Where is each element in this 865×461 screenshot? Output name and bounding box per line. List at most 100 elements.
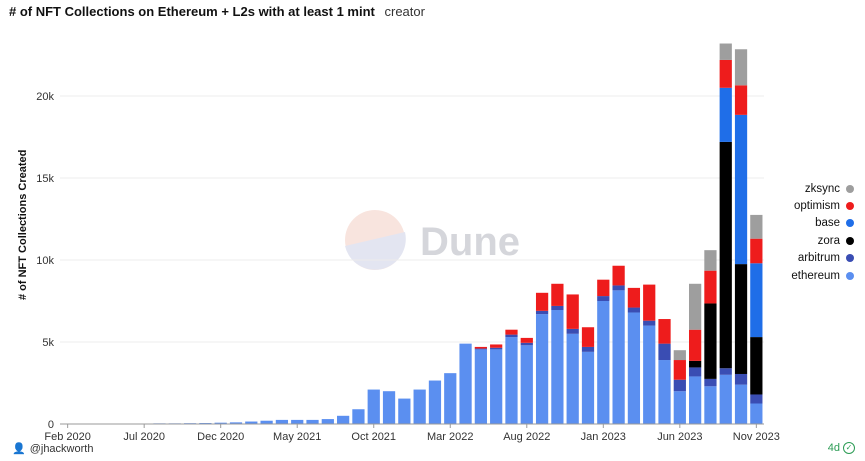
bar-zksync[interactable] [704,250,717,271]
bar-ethereum[interactable] [734,384,748,424]
bar-optimism[interactable] [750,238,763,264]
bar-base[interactable] [719,87,732,142]
bar-optimism[interactable] [535,292,549,311]
bar-optimism[interactable] [505,329,518,335]
bar-ethereum[interactable] [214,422,227,424]
bar-optimism[interactable] [581,327,595,347]
bar-arbitrum[interactable] [474,348,487,350]
bar-zora[interactable] [719,141,732,369]
bar-optimism[interactable] [551,283,564,306]
bar-ethereum[interactable] [459,343,472,424]
bar-optimism[interactable] [689,329,702,361]
bar-ethereum[interactable] [566,333,579,424]
bar-arbitrum[interactable] [581,346,595,352]
bar-arbitrum[interactable] [551,305,564,311]
bar-ethereum[interactable] [719,374,732,424]
bar-arbitrum[interactable] [566,328,579,334]
bar-ethereum[interactable] [581,351,595,424]
chart-title-row: # of NFT Collections on Ethereum + L2s w… [9,4,425,19]
bar-optimism[interactable] [597,279,610,297]
bar-arbitrum[interactable] [597,296,610,301]
bar-zora[interactable] [704,303,717,379]
bar-zksync[interactable] [673,350,686,361]
legend-item-base[interactable]: base [778,215,854,232]
bar-ethereum[interactable] [367,389,380,424]
bar-ethereum[interactable] [673,391,686,424]
bar-zksync[interactable] [689,283,702,330]
legend-item-zksync[interactable]: zksync [778,180,854,197]
bar-optimism[interactable] [474,346,487,349]
bar-zksync[interactable] [750,214,763,239]
bar-zksync[interactable] [734,49,748,86]
bar-ethereum[interactable] [398,398,411,424]
bar-arbitrum[interactable] [520,342,533,346]
bar-optimism[interactable] [658,319,671,344]
bar-arbitrum[interactable] [535,310,549,315]
bar-zksync[interactable] [719,43,732,60]
bar-ethereum[interactable] [689,376,702,424]
bar-ethereum[interactable] [352,409,365,424]
y-tick-label: 5k [42,337,54,349]
bar-base[interactable] [734,114,748,265]
bar-ethereum[interactable] [382,391,396,424]
bar-arbitrum[interactable] [750,394,763,404]
bar-ethereum[interactable] [551,310,564,424]
bar-ethereum[interactable] [658,360,671,424]
bar-arbitrum[interactable] [627,307,641,313]
bar-ethereum[interactable] [428,380,442,424]
legend-item-zora[interactable]: zora [778,232,854,249]
author-credit[interactable]: 👤 @jhackworth [12,442,93,456]
bar-ethereum[interactable] [597,301,610,424]
bar-ethereum[interactable] [474,349,487,424]
bar-ethereum[interactable] [505,337,518,424]
bar-optimism[interactable] [734,85,748,115]
bar-optimism[interactable] [566,294,579,329]
bar-ethereum[interactable] [750,403,763,425]
bar-optimism[interactable] [704,270,717,304]
bar-arbitrum[interactable] [734,373,748,385]
y-gridlines [60,95,764,343]
bar-ethereum[interactable] [321,419,334,424]
bar-ethereum[interactable] [490,349,503,424]
bar-arbitrum[interactable] [719,368,732,375]
bar-ethereum[interactable] [291,419,304,424]
bar-ethereum[interactable] [643,325,656,424]
bar-arbitrum[interactable] [505,334,518,338]
legend-item-optimism[interactable]: optimism [778,197,854,214]
legend-item-arbitrum[interactable]: arbitrum [778,250,854,267]
chart-subtitle: creator [384,4,425,19]
bar-optimism[interactable] [612,265,625,286]
bar-ethereum[interactable] [535,314,549,424]
legend-label: optimism [793,200,840,213]
bar-ethereum[interactable] [627,312,641,424]
bar-base[interactable] [750,263,763,338]
bar-arbitrum[interactable] [643,320,656,326]
bar-ethereum[interactable] [337,415,350,424]
bar-arbitrum[interactable] [490,347,503,350]
bar-ethereum[interactable] [275,419,289,424]
bar-arbitrum[interactable] [689,367,702,377]
bar-ethereum[interactable] [229,422,243,424]
bar-ethereum[interactable] [306,419,319,424]
bar-arbitrum[interactable] [658,343,671,361]
bar-arbitrum[interactable] [673,379,686,392]
bar-optimism[interactable] [643,284,656,321]
bar-ethereum[interactable] [704,386,717,424]
bar-arbitrum[interactable] [612,285,625,291]
bar-ethereum[interactable] [444,373,457,424]
bar-optimism[interactable] [490,344,503,348]
bar-ethereum[interactable] [260,420,273,424]
bar-optimism[interactable] [627,287,641,308]
bar-optimism[interactable] [673,360,686,380]
bar-zora[interactable] [750,337,763,395]
bar-zora[interactable] [689,360,702,368]
bar-ethereum[interactable] [612,290,625,424]
bar-arbitrum[interactable] [704,378,717,387]
bar-optimism[interactable] [719,59,732,88]
bar-ethereum[interactable] [245,421,258,424]
bar-ethereum[interactable] [520,345,533,424]
bar-ethereum[interactable] [413,389,426,424]
bar-zora[interactable] [734,264,748,374]
legend-item-ethereum[interactable]: ethereum [778,267,854,284]
bar-optimism[interactable] [520,337,533,343]
